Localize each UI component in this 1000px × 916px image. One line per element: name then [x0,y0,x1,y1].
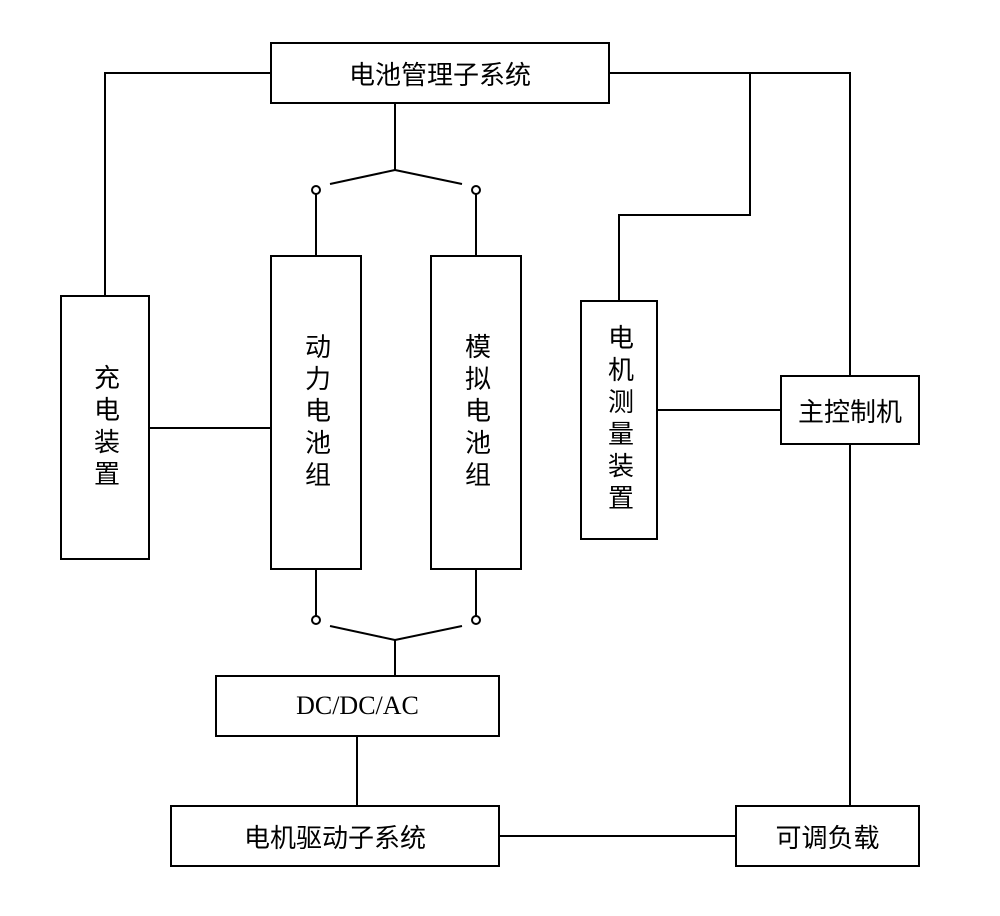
node-bms: 电池管理子系统 [270,42,610,104]
node-motor-drive: 电机驱动子系统 [170,805,500,867]
node-charger: 充电装置 [60,295,150,560]
node-adjustable-load-label: 可调负载 [775,818,879,855]
node-power-battery: 动力电池组 [270,255,362,570]
node-main-controller-label: 主控制机 [798,392,902,429]
node-charger-label: 充电装置 [87,364,124,492]
node-adjustable-load: 可调负载 [735,805,920,867]
node-bms-label: 电池管理子系统 [349,55,531,92]
node-sim-battery-label: 模拟电池组 [458,333,495,493]
node-power-battery-label: 动力电池组 [298,333,335,493]
node-motor-measurement: 电机测量装置 [580,300,658,540]
node-motor-measurement-label: 电机测量装置 [601,324,638,516]
diagram-canvas: 电池管理子系统 充电装置 动力电池组 模拟电池组 电机测量装置 主控制机 DC/… [0,0,1000,916]
node-dc-dc-ac: DC/DC/AC [215,675,500,737]
node-dc-dc-ac-label: DC/DC/AC [296,691,419,721]
node-motor-drive-label: 电机驱动子系统 [244,818,426,855]
node-sim-battery: 模拟电池组 [430,255,522,570]
node-main-controller: 主控制机 [780,375,920,445]
